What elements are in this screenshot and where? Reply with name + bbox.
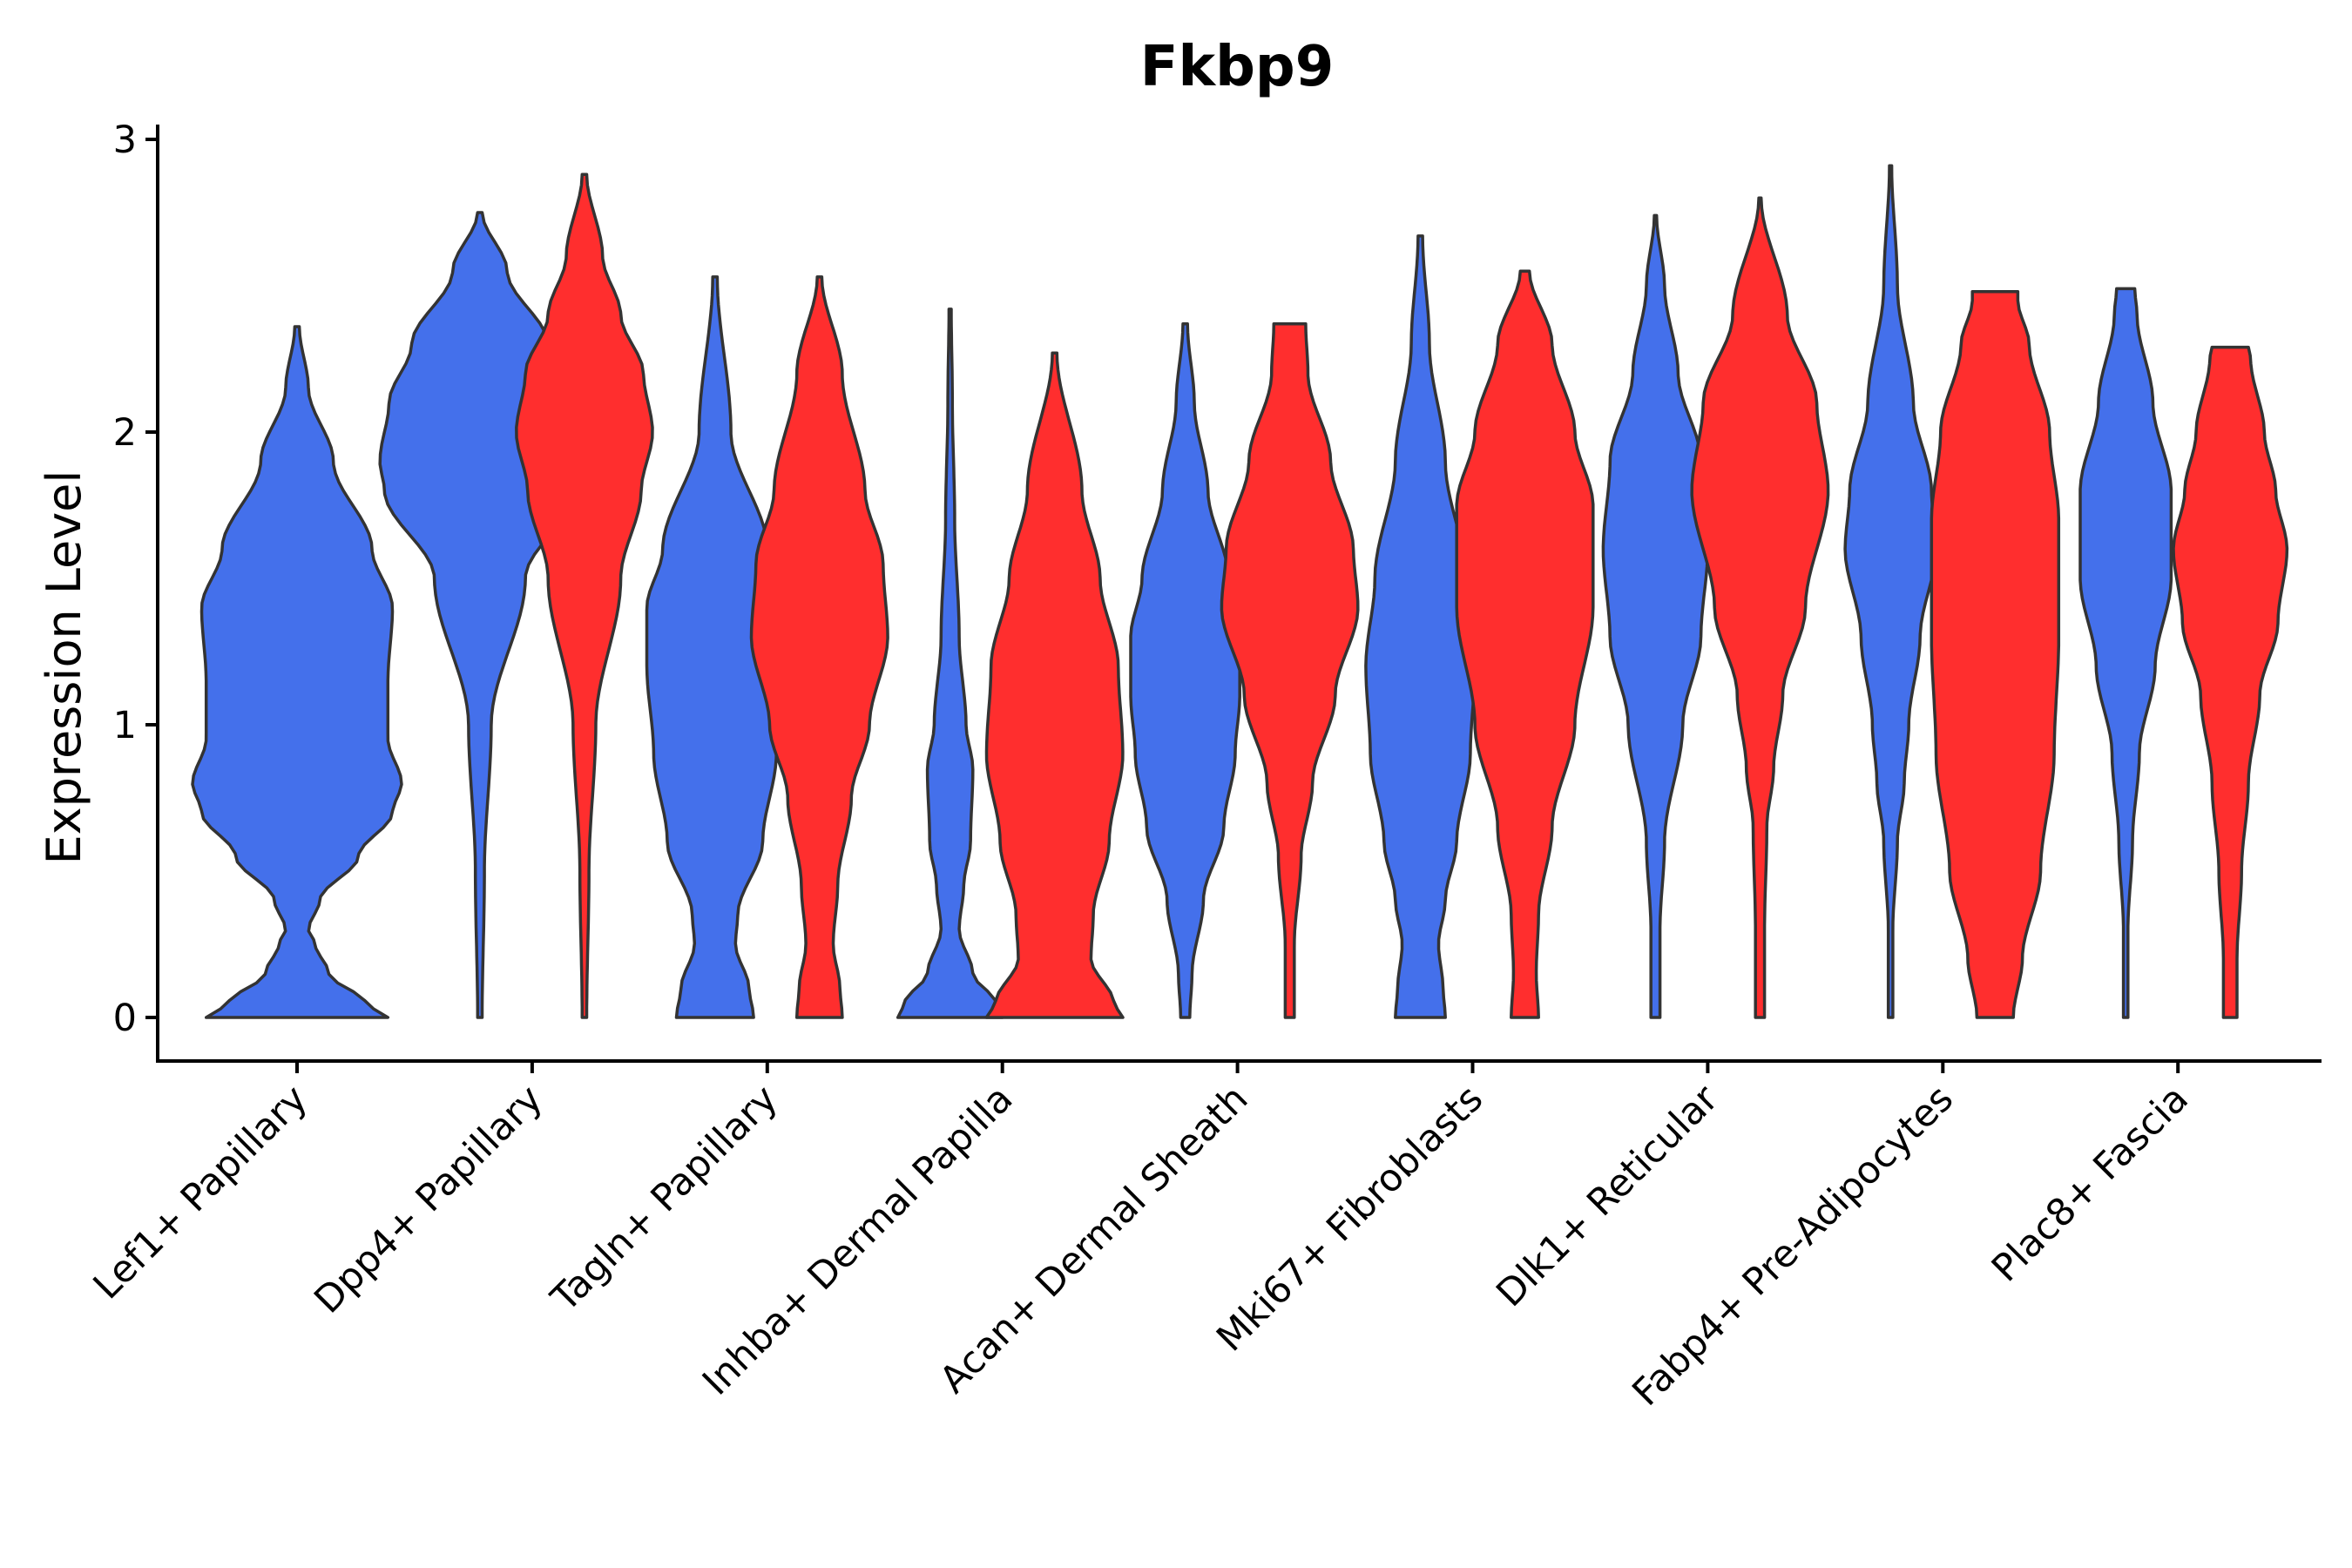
violin-red bbox=[2172, 345, 2289, 1019]
x-tick-label: Lef1+ Papillary bbox=[85, 1077, 316, 1308]
y-tick-label: 1 bbox=[113, 704, 137, 747]
violin-blue bbox=[191, 325, 403, 1019]
violin-blue bbox=[896, 308, 1004, 1019]
violin-red bbox=[1455, 269, 1595, 1019]
x-tick-label: Plac8+ Fascia bbox=[1984, 1077, 2197, 1290]
violin-blue bbox=[1601, 213, 1710, 1019]
violin-red bbox=[1220, 321, 1360, 1019]
x-tick-label: Tagln+ Papillary bbox=[543, 1077, 787, 1321]
violin-red bbox=[749, 275, 889, 1019]
violin-blue bbox=[1364, 234, 1477, 1019]
violin-red bbox=[1930, 289, 2061, 1019]
violin-red bbox=[984, 351, 1125, 1019]
y-tick-label: 2 bbox=[113, 411, 137, 455]
x-tick-label: Dlk1+ Reticular bbox=[1488, 1077, 1727, 1315]
violins-layer bbox=[191, 164, 2289, 1019]
y-axis-label: Expression Level bbox=[37, 470, 91, 865]
y-tick-label: 3 bbox=[113, 118, 137, 162]
violin-blue bbox=[1843, 164, 1938, 1019]
chart-title: Fkbp9 bbox=[1140, 35, 1334, 99]
x-tick-label: Mki67+ Fibroblasts bbox=[1208, 1077, 1491, 1360]
violin-blue bbox=[1129, 321, 1241, 1019]
x-tick-label: Dpp4+ Papillary bbox=[306, 1077, 551, 1321]
violin-blue bbox=[2078, 287, 2173, 1019]
violin-red bbox=[1690, 196, 1830, 1019]
violin-blue bbox=[645, 275, 785, 1019]
violin-red bbox=[515, 172, 654, 1019]
y-tick-label: 0 bbox=[113, 997, 137, 1040]
y-ticks: 0 1 2 3 bbox=[113, 118, 158, 1040]
